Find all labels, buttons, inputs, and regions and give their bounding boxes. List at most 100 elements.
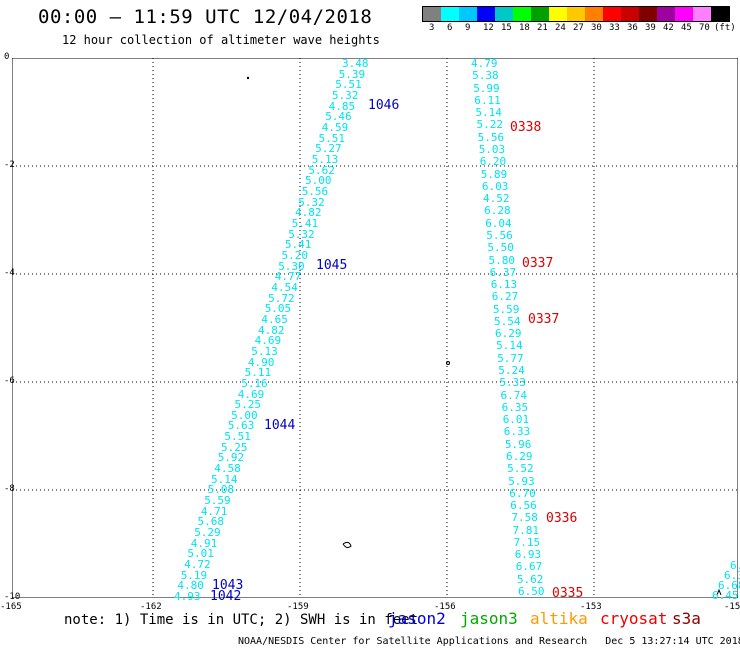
swh-value: 5.99 [473,81,500,95]
color-scale-label: 27 [573,23,584,33]
swh-value: 5.08 [207,483,235,497]
swh-value: 5.80 [488,253,516,267]
color-swatch [639,7,657,21]
x-tick-label: -165 [0,602,22,612]
color-swatch [567,7,585,21]
color-swatch [657,7,675,21]
color-swatch [531,7,549,21]
map-plot-area [12,58,738,598]
swh-value: 5.38 [472,69,499,83]
swh-value: 6.04 [485,216,512,230]
satellite-legend-item: jason3 [460,609,518,628]
plot-frame [12,58,738,598]
swh-value: 5.41 [291,216,319,230]
swh-value: 4.77 [274,270,302,284]
swh-value: 6.37 [489,265,517,279]
swh-value: 5.13 [311,152,339,166]
x-tick-label: -162 [140,602,162,612]
swh-value: 6.45 [712,589,739,602]
color-swatch [675,7,693,21]
color-scale-bar [422,6,730,22]
swh-value: 5.00 [305,174,332,188]
color-swatch [477,7,495,21]
swh-value: 5.14 [211,472,238,486]
swh-value: 5.00 [231,408,258,422]
swh-value: 5.16 [241,376,268,390]
color-swatch [423,7,441,21]
swh-value: 5.14 [496,339,523,353]
y-tick-label: -10 [4,592,21,602]
swh-value: 6.34 [724,569,740,582]
swh-value: 5.51 [318,131,346,145]
color-swatch [495,7,513,21]
color-swatch [441,7,459,21]
swh-value: 6.11 [474,93,501,107]
swh-value: 4.71 [200,504,228,518]
swh-value: 5.56 [477,130,505,144]
pass-label: 0336 [546,511,578,526]
swh-value: 5.50 [487,241,514,255]
swh-value: 5.93 [508,474,535,488]
swh-value: 4.65 [261,312,288,326]
color-scale-label: 12 [483,23,494,33]
swh-value: 4.79 [471,57,498,70]
color-scale-label: 42 [663,23,674,33]
pass-label: 0335 [552,586,584,601]
swh-value: 5.13 [251,344,278,358]
credit-text: NOAA/NESDIS Center for Satellite Applica… [238,636,588,647]
swh-value: 4.52 [483,192,510,206]
swh-value: 4.69 [254,334,282,348]
swh-value: 6.70 [509,486,536,500]
swh-value: 4.72 [184,558,211,571]
color-swatch [513,7,531,21]
swh-value: 5.41 [284,238,312,252]
x-tick-label: -153 [580,602,602,612]
swh-value: 5.52 [507,462,534,476]
swh-value: 5.32 [288,227,315,241]
color-swatch [549,7,567,21]
satellite-legend-item: jason2 [388,609,446,628]
swh-value: 5.33 [499,376,526,390]
credit-line: NOAA/NESDIS Center for Satellite Applica… [238,636,740,647]
y-tick-label: -8 [4,484,15,494]
x-tick-label: -156 [434,602,456,612]
swh-value: 5.05 [264,302,292,316]
pass-label: 1042 [210,589,242,604]
color-swatch [711,7,729,21]
swh-value: 4.80 [177,579,204,593]
swh-value: 6.33 [503,425,531,439]
color-scale-label: 39 [645,23,656,33]
swh-value: 5.62 [308,163,335,177]
color-scale-label: 36 [627,23,638,33]
swh-value: 6.93 [514,548,542,562]
swh-value: 6.50 [518,585,545,598]
x-tick-label: -150 [724,602,740,612]
timestamp: Dec 5 13:27:14 UTC 2018 [605,636,740,647]
swh-value: 5.25 [234,398,262,412]
swh-value: 7.58 [511,511,538,525]
grid-lines [12,58,738,598]
swh-value: 6.67 [515,560,543,574]
swh-value: 4.90 [247,355,275,369]
color-scale-label: 45 [681,23,692,33]
swh-value: 5.51 [335,78,362,92]
swh-value: 7.81 [512,523,540,537]
color-scale-label: 15 [501,23,512,33]
swh-value: 5.54 [494,314,521,328]
swh-value: 5.51 [224,430,251,444]
pass-label: 0338 [510,120,542,135]
swh-value: 5.63 [227,419,255,433]
swh-value: 4.59 [321,121,349,134]
pass-label: 1044 [264,418,296,433]
swh-value: 5.11 [244,366,272,380]
island-dot [446,361,450,365]
color-swatch [459,7,477,21]
swh-value: 6.27 [491,290,519,304]
footnote: note: 1) Time is in UTC; 2) SWH is in fe… [64,612,419,628]
color-scale-label: 30 [591,23,602,33]
swh-value: 5.22 [476,118,504,132]
color-swatch [603,7,621,21]
y-tick-label: -4 [4,268,15,278]
color-scale-label: 18 [519,23,530,33]
y-tick-label: -2 [4,160,15,170]
